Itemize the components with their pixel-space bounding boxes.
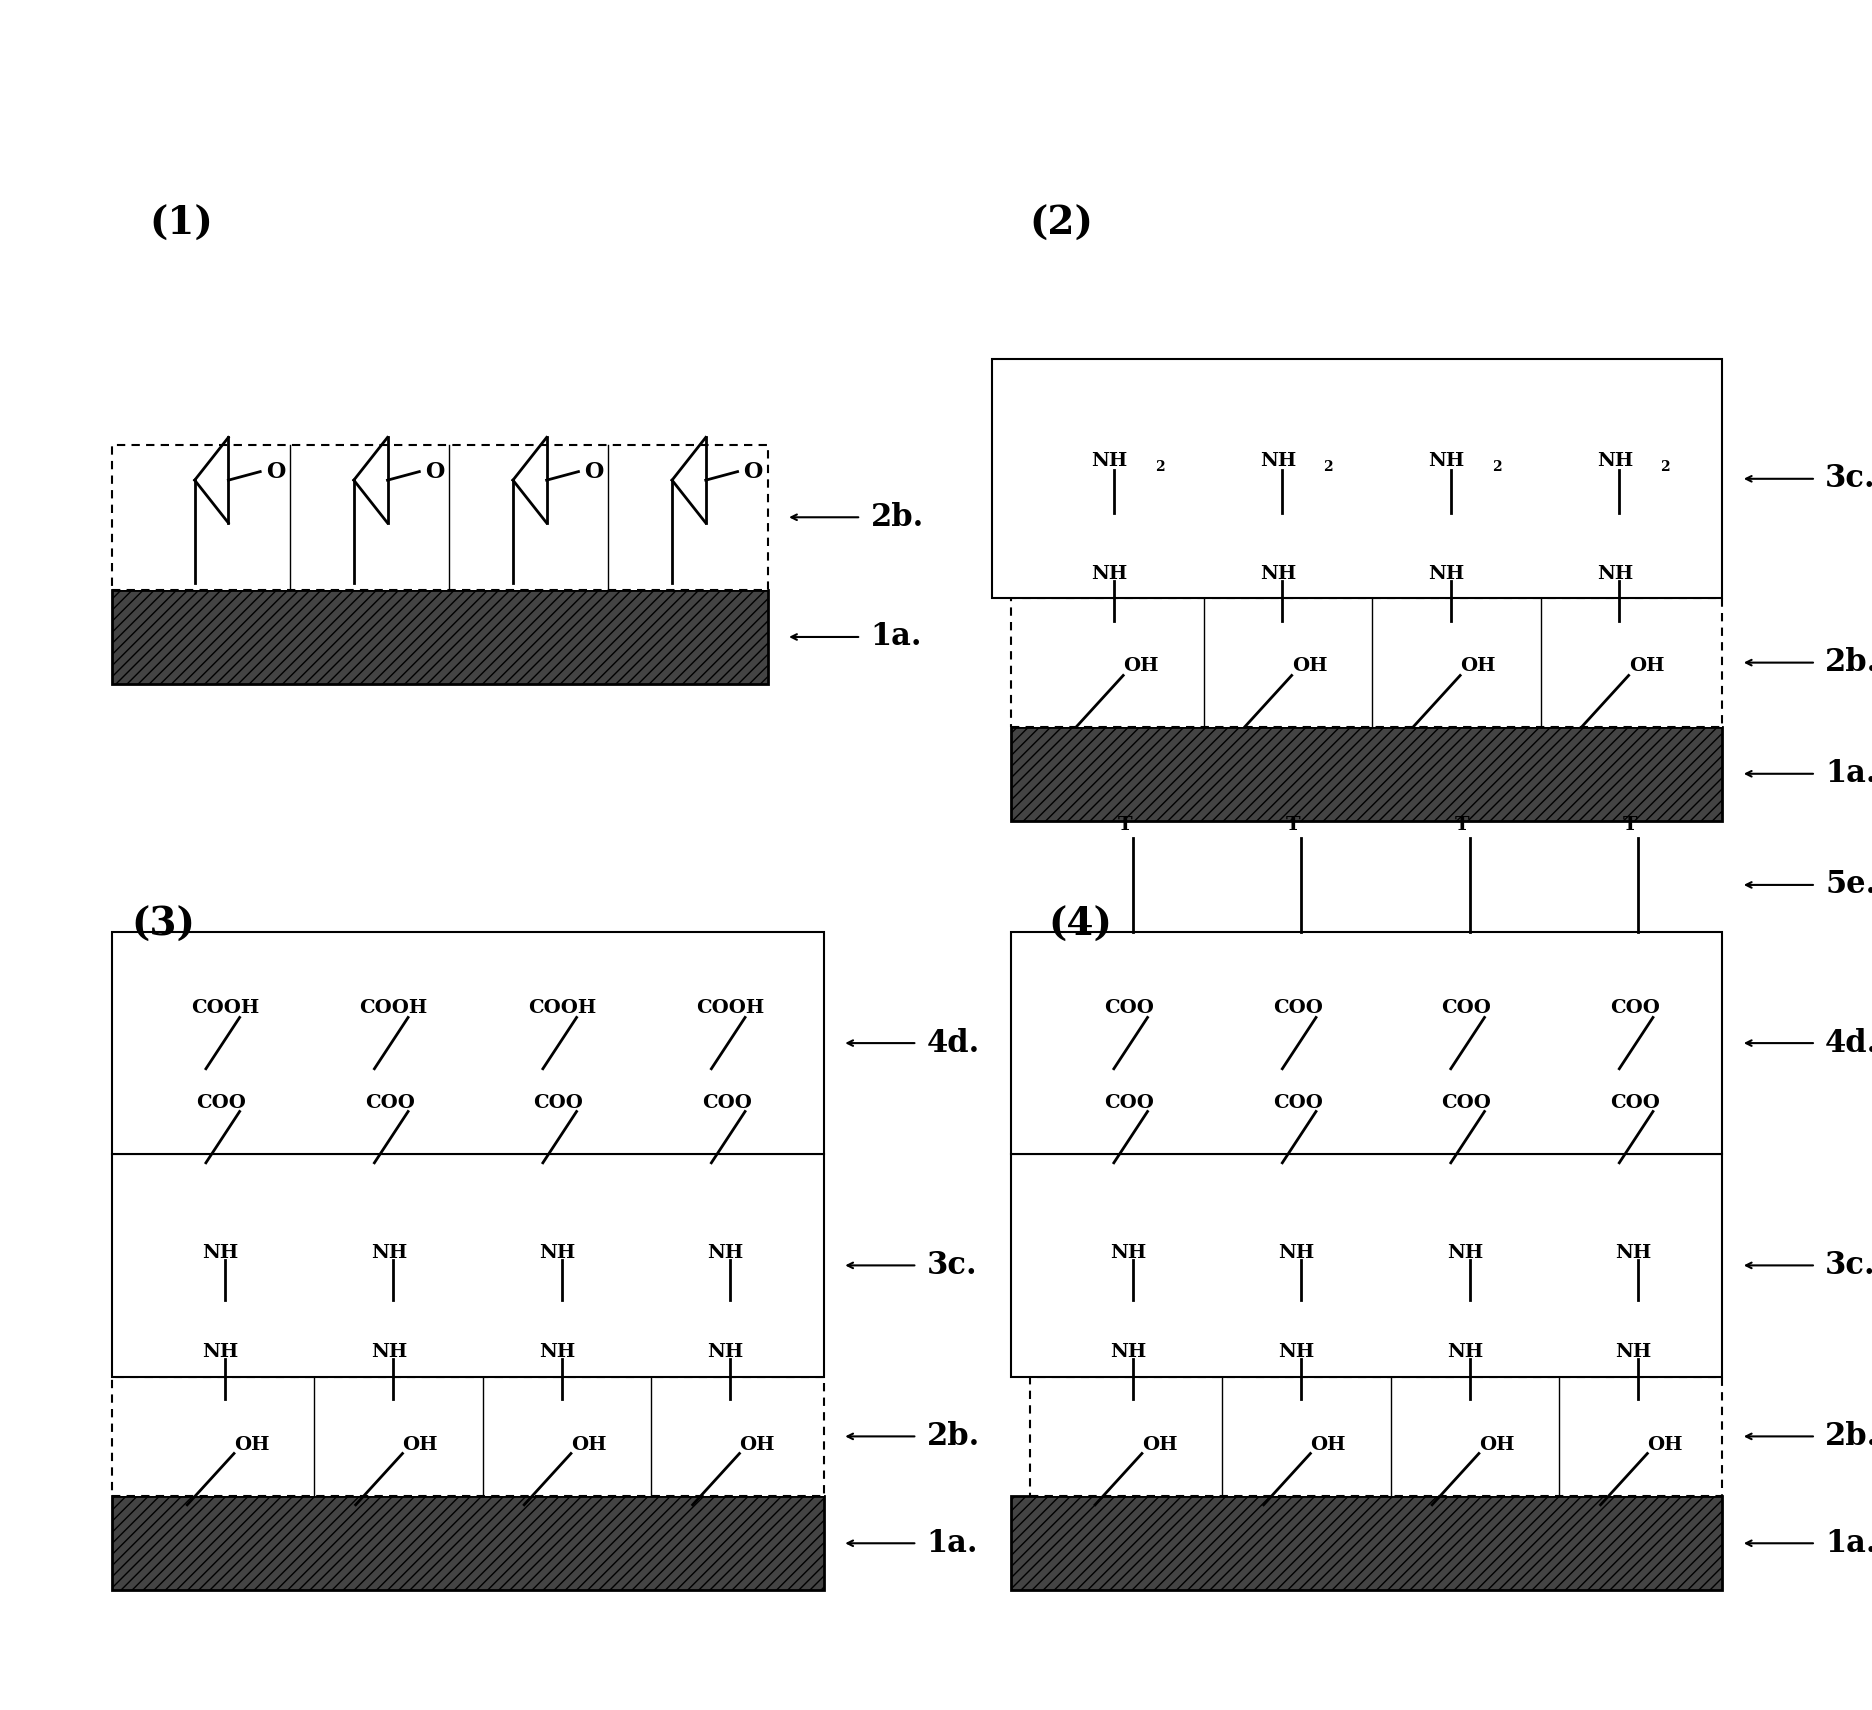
Text: 1a.: 1a. (1825, 758, 1872, 790)
Text: NH: NH (1447, 1342, 1483, 1361)
Text: 2b.: 2b. (927, 1421, 979, 1452)
Text: (3): (3) (131, 906, 195, 944)
Text: NH: NH (708, 1243, 743, 1262)
Text: 4d.: 4d. (927, 1028, 979, 1058)
Text: OH: OH (1292, 657, 1327, 675)
Bar (1011, 1496, 1722, 1590)
Text: COO: COO (1273, 999, 1324, 1017)
Text: 2: 2 (1660, 460, 1670, 474)
Text: 1a.: 1a. (1825, 1527, 1872, 1560)
Text: NH: NH (1279, 1243, 1314, 1262)
Bar (1011, 932, 1722, 1154)
Text: 2b.: 2b. (1825, 646, 1872, 679)
Text: OH: OH (1142, 1435, 1177, 1454)
Text: NH: NH (708, 1342, 743, 1361)
Text: COOH: COOH (359, 999, 427, 1017)
Text: NH: NH (539, 1342, 575, 1361)
Text: O: O (266, 460, 285, 482)
Text: COOH: COOH (528, 999, 595, 1017)
Text: NH: NH (1428, 564, 1464, 583)
Text: 5e.: 5e. (1825, 869, 1872, 901)
Text: NH: NH (1616, 1243, 1651, 1262)
Text: COO: COO (1104, 1093, 1155, 1112)
Bar (112, 1154, 824, 1377)
Text: OH: OH (234, 1435, 270, 1454)
Text: 2b.: 2b. (1825, 1421, 1872, 1452)
Text: 2: 2 (1324, 460, 1333, 474)
Text: 2: 2 (1492, 460, 1501, 474)
Text: O: O (743, 460, 762, 482)
Text: NH: NH (1260, 451, 1295, 470)
Text: COOH: COOH (191, 999, 258, 1017)
Text: 1a.: 1a. (870, 621, 923, 653)
Text: COOH: COOH (696, 999, 764, 1017)
Bar (112, 932, 824, 1154)
Bar (112, 1496, 824, 1590)
Text: OH: OH (1460, 657, 1496, 675)
Text: NH: NH (1428, 451, 1464, 470)
Text: 3c.: 3c. (1825, 1250, 1872, 1281)
Bar (1011, 727, 1722, 821)
Bar (992, 359, 1722, 598)
Text: COO: COO (1610, 999, 1660, 1017)
Text: (1): (1) (150, 205, 213, 243)
Bar (112, 1377, 824, 1496)
Text: NH: NH (1597, 451, 1632, 470)
Text: OH: OH (1629, 657, 1664, 675)
Text: OH: OH (739, 1435, 775, 1454)
Bar (112, 590, 768, 684)
Text: T: T (1455, 816, 1470, 834)
Text: 3c.: 3c. (927, 1250, 977, 1281)
Text: OH: OH (1310, 1435, 1346, 1454)
Text: NH: NH (1091, 451, 1127, 470)
Text: COO: COO (365, 1093, 416, 1112)
Text: COO: COO (1441, 999, 1492, 1017)
Text: COO: COO (1273, 1093, 1324, 1112)
Text: NH: NH (202, 1243, 238, 1262)
Text: (4): (4) (1048, 906, 1112, 944)
Bar (1030, 1377, 1722, 1496)
Text: NH: NH (1091, 564, 1127, 583)
Text: 1a.: 1a. (927, 1527, 979, 1560)
Text: COO: COO (702, 1093, 753, 1112)
Bar (1011, 1154, 1722, 1377)
Text: OH: OH (1123, 657, 1159, 675)
Text: NH: NH (202, 1342, 238, 1361)
Text: NH: NH (1260, 564, 1295, 583)
Text: COO: COO (1441, 1093, 1492, 1112)
Text: NH: NH (1616, 1342, 1651, 1361)
Text: 2: 2 (1155, 460, 1164, 474)
Text: NH: NH (539, 1243, 575, 1262)
Text: T: T (1286, 816, 1301, 834)
Text: (2): (2) (1030, 205, 1093, 243)
Text: NH: NH (1110, 1342, 1146, 1361)
Text: NH: NH (371, 1342, 406, 1361)
Text: 4d.: 4d. (1825, 1028, 1872, 1058)
Text: COO: COO (197, 1093, 247, 1112)
Text: OH: OH (1647, 1435, 1683, 1454)
Text: O: O (584, 460, 603, 482)
Text: NH: NH (1110, 1243, 1146, 1262)
Text: COO: COO (1104, 999, 1155, 1017)
Text: T: T (1118, 816, 1133, 834)
Bar (1011, 598, 1722, 727)
Text: O: O (425, 460, 444, 482)
Text: NH: NH (371, 1243, 406, 1262)
Text: 2b.: 2b. (870, 501, 923, 534)
Text: COO: COO (534, 1093, 584, 1112)
Bar (112, 445, 768, 590)
Text: COO: COO (1610, 1093, 1660, 1112)
Text: NH: NH (1447, 1243, 1483, 1262)
Text: NH: NH (1279, 1342, 1314, 1361)
Text: OH: OH (1479, 1435, 1514, 1454)
Text: NH: NH (1597, 564, 1632, 583)
Text: T: T (1623, 816, 1638, 834)
Text: 3c.: 3c. (1825, 463, 1872, 494)
Text: OH: OH (571, 1435, 607, 1454)
Text: OH: OH (402, 1435, 438, 1454)
